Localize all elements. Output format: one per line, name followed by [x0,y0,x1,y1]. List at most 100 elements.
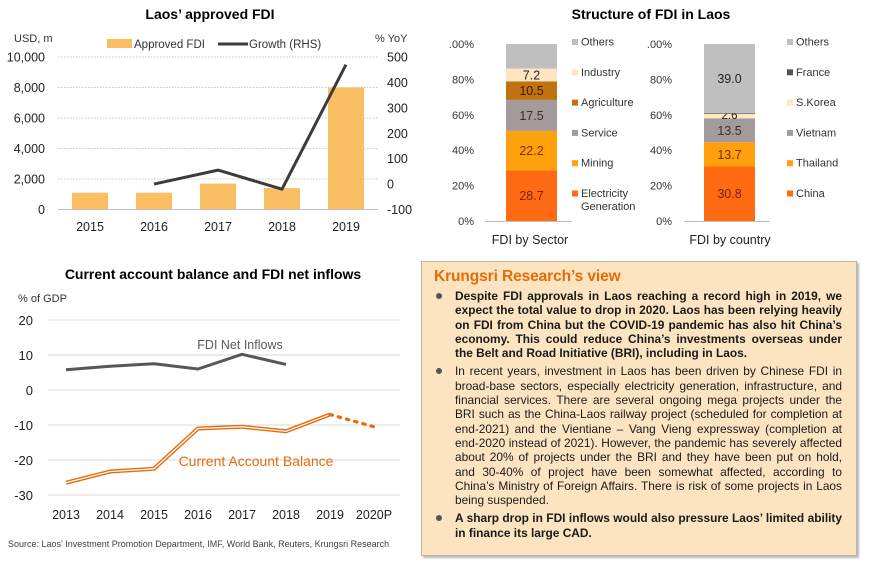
legend-label: France [796,67,830,79]
stack-segment-label: 22.2 [519,144,543,158]
legend-swatch-approved-fdi [107,39,132,48]
source-note: Source: Laos’ Investment Promotion Depar… [8,539,389,549]
fdi-left-tick-label: 2,000 [14,173,45,187]
stack-segment-label: 39.0 [717,72,741,86]
structure-x-label: FDI by Sector [492,233,568,247]
fdi-x-tick-label: 2016 [140,220,168,234]
legend-label: Mining [581,158,613,170]
fdi-by-sector-panel: .00% 80% 60% 40% 20% 0% 28.7 22.2 17.5 10.5 7.2 Oth… [449,37,636,248]
ca-chart-title: Current account balance and FDI net infl… [65,266,362,282]
fdi-right-tick-label: 200 [387,127,408,141]
legend-label: Service [581,127,618,139]
fdi-bar [264,188,300,210]
structure-y-tick-label: 0% [656,216,672,228]
legend-swatch [572,190,578,197]
bullet-icon [436,515,442,522]
legend-label: Electricity [581,188,629,200]
ca-y-axis-label: % of GDP [18,293,67,305]
research-view-title: Krungsri Research’s view [434,268,621,285]
structure-y-tick-label: 40% [650,145,672,157]
stack-segment [704,166,755,221]
legend-label: Others [581,37,615,49]
ca-y-tick-label: -20 [14,453,33,468]
stack-segment-label: 30.8 [717,187,741,201]
structure-y-tick-label: 80% [650,74,672,86]
ca-y-ticks: -30 -20 -10 0 10 20 [14,313,33,503]
fdi-left-tick-label: 10,000 [7,51,45,65]
fdi-bar [328,87,364,210]
ca-y-tick-label: -30 [14,488,33,503]
stack-segment-label: 13.5 [717,124,741,138]
legend-label: S.Korea [796,97,837,109]
structure-y-tick-label: 60% [452,110,474,122]
stack-segment [506,99,557,131]
legend-label: Others [796,37,830,49]
view-item: In recent years, investment in Laos has … [433,364,842,507]
stack-segment [704,44,755,114]
stack-segment-label: 28.7 [519,189,543,203]
legend-swatch [572,160,578,167]
ca-y-tick-label: -10 [14,418,33,433]
legend-label: Thailand [796,158,838,170]
stack-segment-label: 7.2 [523,68,540,82]
ca-x-tick-label: 2015 [140,508,168,522]
fdi-left-tick-label: 0 [38,203,45,217]
legend-label: Agriculture [581,97,634,109]
bullet-icon [436,368,442,375]
stack-segment [506,81,557,100]
ca-x-tick-label: 2014 [96,508,124,522]
legend-swatch [787,160,793,167]
fdi-net-inflows-annotation: FDI Net Inflows [197,338,282,352]
fdi-bar [72,192,108,210]
fdi-legend: Approved FDI Growth (RHS) [107,39,321,51]
fdi-x-tick-label: 2015 [76,220,104,234]
stack-segment-label: 17.5 [519,109,543,123]
stack-segment [506,68,557,82]
fdi-bars [72,87,364,210]
legend-label: Industry [581,67,621,79]
legend-swatch [787,190,793,197]
legend-swatch [787,129,793,136]
fdi-x-tick-label: 2017 [204,220,232,234]
fdi-right-tick-label: 100 [387,152,408,166]
fdi-right-tick-label: -100 [387,203,412,217]
legend-swatch [572,39,578,45]
fdi-chart-title: Laos’ approved FDI [145,6,274,22]
structure-y-tick-label: .00% [449,39,474,51]
structure-x-label: FDI by country [689,233,771,247]
view-item-text: In recent years, investment in Laos has … [455,364,842,508]
growth-line [153,63,348,191]
structure-y-tick-label: 20% [650,181,672,193]
ca-x-tick-label: 2013 [52,508,80,522]
legend-swatch [787,39,793,45]
ca-y-tick-label: 20 [19,313,33,328]
structure-y-tick-label: 0% [458,216,474,228]
fdi-left-tick-label: 6,000 [14,112,45,126]
ca-x-tick-label: 2016 [184,508,212,522]
fdi-left-axis-label: USD, m [14,33,53,45]
view-item: Despite FDI approvals in Laos reaching a… [433,289,842,360]
approved-fdi-chart: Laos’ approved FDI USD, m % YoY Approved… [7,6,412,234]
structure-y-tick-label: 20% [452,181,474,193]
fdi-left-tick-label: 8,000 [14,81,45,95]
fdi-by-country-panel: .00%80%60%40%20%0%30.813.713.52.639.0Oth… [647,37,838,248]
ca-x-tick-label: 2020P [356,508,392,522]
stack-segment [704,113,755,114]
fdi-x-tick-label: 2019 [332,220,360,234]
fdi-gridlines [58,56,378,180]
stack-segment [704,118,755,143]
current-account-annotation: Current Account Balance [179,453,334,469]
stack-segment-label: 13.7 [717,148,741,162]
stack-segment [704,142,755,167]
current-account-chart: Current account balance and FDI net infl… [8,266,400,549]
ca-y-tick-label: 0 [26,383,33,398]
fdi-structure-chart: Structure of FDI in Laos .00% 80% 60% 40% 20… [449,6,838,248]
ca-gridlines [48,319,400,496]
fdi-right-tick-label: 300 [387,101,408,115]
fdi-left-tick-label: 4,000 [14,142,45,156]
fdi-bar [136,192,172,210]
structure-chart-title: Structure of FDI in Laos [572,6,731,22]
fdi-x-ticks: 2015 2016 2017 2018 2019 [76,220,360,234]
research-view-box: Krungsri Research’s view Despite FDI app… [421,261,857,556]
structure-y-tick-label: 80% [452,74,474,86]
